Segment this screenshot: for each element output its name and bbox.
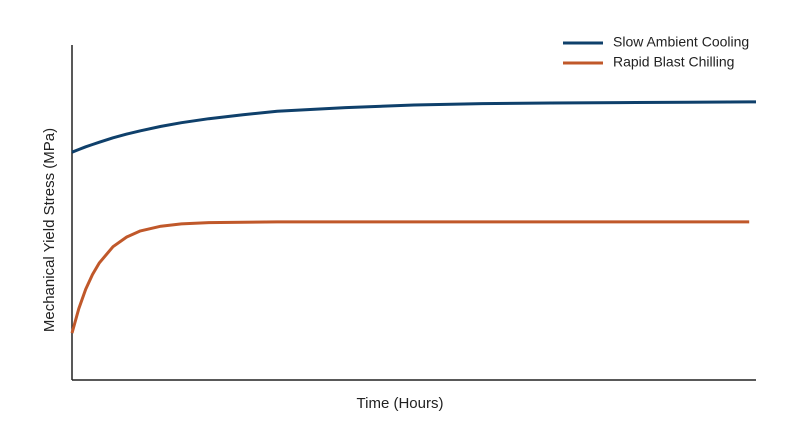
series-line <box>70 220 750 334</box>
series-line <box>71 100 756 154</box>
legend-label: Rapid Blast Chilling <box>613 54 734 70</box>
legend-label: Slow Ambient Cooling <box>613 34 749 50</box>
y-axis-label: Mechanical Yield Stress (MPa) <box>41 128 58 332</box>
x-axis-label: Time (Hours) <box>357 395 444 412</box>
